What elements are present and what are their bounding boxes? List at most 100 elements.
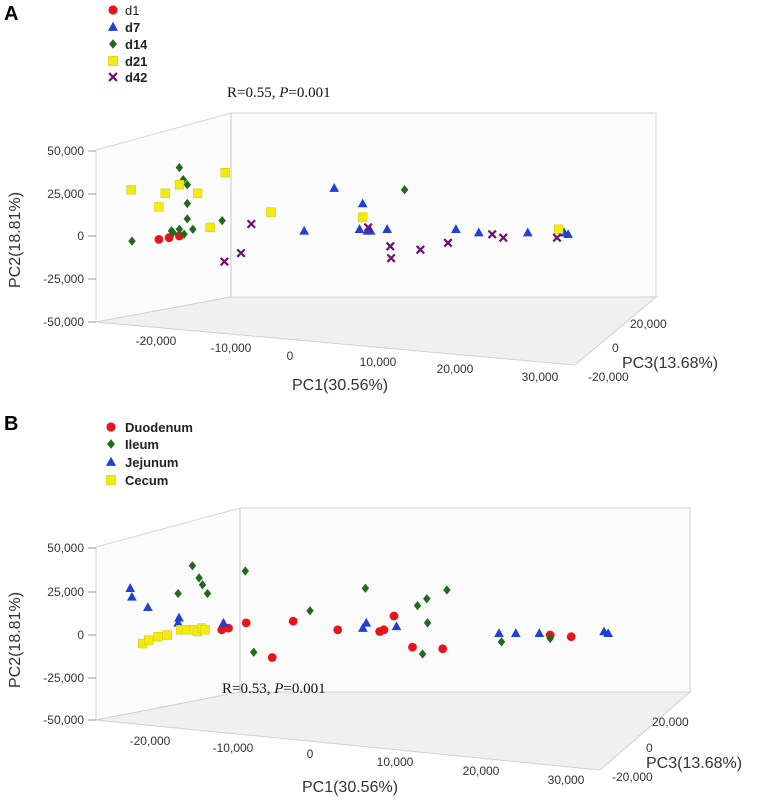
point-a-d42-8 — [487, 229, 497, 239]
point-a-d42-10 — [552, 233, 562, 243]
point-b-cecum-3 — [162, 630, 172, 640]
legend-marker-a-d1 — [108, 5, 118, 15]
y-axis-label-b: PC2(18.81%) — [7, 592, 24, 688]
xtick-a-0: -20,000 — [136, 334, 177, 348]
legend-marker-b-duodenum — [106, 422, 116, 432]
legend-item-a-3: d21 — [108, 54, 147, 69]
point-b-ileum-8 — [361, 583, 370, 593]
point-a-d7-0 — [329, 183, 340, 192]
point-b-ileum-1 — [195, 573, 203, 583]
legend-label-a-4: d42 — [125, 70, 147, 85]
legend-item-a-2: d14 — [109, 37, 148, 52]
point-b-ileum-0 — [188, 561, 197, 571]
legend-item-a-1: d7 — [107, 20, 140, 35]
floor-b — [95, 691, 692, 771]
point-a-d21-4 — [192, 188, 203, 199]
y-ticks-b: 50,000 25,000 0 -25,000 -50,000 — [43, 541, 96, 727]
point-b-jejunum-6 — [361, 617, 372, 627]
legend-item-b-3: Cecum — [106, 473, 168, 488]
point-a-d21-9 — [553, 224, 564, 234]
point-a-d7-1 — [299, 225, 310, 235]
point-a-d42-4 — [385, 241, 395, 251]
z-axis-label-a: PC3(13.68%) — [622, 355, 718, 372]
point-b-ileum-5 — [241, 566, 250, 576]
legend-marker-a-d21 — [108, 56, 118, 66]
legend-marker-a-d42 — [108, 72, 118, 82]
plot-box-a — [95, 112, 658, 366]
x-ticks-b: -20,000 -10,000 0 10,000 20,000 30,000 — [130, 734, 585, 787]
point-a-d21-3 — [174, 179, 185, 190]
xtick-b-2: 0 — [307, 747, 314, 761]
legend-label-b-0: Duodenum — [125, 420, 193, 435]
point-a-d7-8 — [473, 227, 484, 237]
xtick-a-4: 20,000 — [437, 362, 474, 376]
point-a-d21-1 — [154, 202, 164, 212]
back-walls-a — [95, 112, 657, 323]
legend-marker-b-ileum — [107, 439, 115, 449]
legend-label-b-1: Ileum — [125, 437, 159, 452]
point-a-d7-3 — [354, 224, 365, 233]
point-b-jejunum-7 — [358, 623, 368, 632]
legend-item-b-2: Jejunum — [105, 455, 178, 470]
point-a-d42-6 — [415, 245, 425, 255]
x-axis-label-a: PC1(30.56%) — [292, 377, 388, 394]
xtick-b-1: -10,000 — [213, 741, 254, 755]
point-b-cecum-9 — [200, 625, 210, 635]
legend-marker-b-jejunum — [105, 456, 117, 466]
point-a-d42-5 — [386, 253, 396, 263]
point-b-ileum-3 — [203, 588, 212, 599]
ytick-a-4: -50,000 — [43, 315, 84, 329]
point-b-ileum-7 — [306, 606, 314, 616]
xtick-a-3: 10,000 — [360, 355, 397, 369]
point-a-d21-7 — [266, 207, 276, 217]
legend-item-b-0: Duodenum — [106, 420, 193, 435]
point-a-d7-5 — [382, 224, 393, 233]
y-axis-label-a: PC2(18.81%) — [7, 192, 24, 288]
point-b-ileum-2 — [198, 580, 207, 590]
point-a-d1-1 — [164, 233, 174, 243]
point-a-d21-5 — [205, 222, 215, 233]
point-b-jejunum-2 — [143, 602, 153, 612]
legend-item-b-1: Ileum — [107, 437, 159, 452]
legend-label-a-2: d14 — [125, 37, 148, 52]
point-b-jejunum-3 — [174, 612, 184, 622]
z-ticks-b: 20,000 0 -20,000 — [612, 715, 689, 784]
point-a-d14-1 — [175, 162, 184, 173]
z-ticks-a: 20,000 0 -20,000 — [588, 317, 667, 384]
ztick-b-1: 0 — [646, 741, 653, 755]
point-a-d14-3 — [183, 180, 192, 190]
point-a-d14-7 — [189, 224, 197, 234]
stat-annotation-b: R=0.53, P=0.001 — [222, 681, 326, 697]
point-a-d42-2 — [246, 219, 256, 229]
ytick-a-0: 50,000 — [47, 144, 84, 158]
ytick-b-0: 50,000 — [47, 541, 84, 555]
point-a-d14-12 — [400, 185, 409, 195]
point-b-cecum-2 — [153, 632, 163, 642]
panel-a: A d1 d7 d14 d21 d42 R=0.55, P=0.001 50,0… — [4, 3, 718, 394]
x-axis-label-b: PC1(30.56%) — [302, 779, 398, 796]
legend-label-b-3: Cecum — [125, 473, 168, 488]
xtick-a-5: 30,000 — [522, 370, 559, 384]
point-a-d7-7 — [451, 224, 461, 233]
point-a-d14-4 — [183, 198, 192, 209]
point-b-duodenum-9 — [408, 642, 417, 652]
point-a-d14-5 — [183, 214, 192, 224]
point-b-jejunum-0 — [125, 583, 136, 593]
xtick-b-0: -20,000 — [130, 734, 171, 748]
point-a-d14-9 — [169, 227, 177, 238]
floor-a — [95, 296, 658, 366]
point-a-d42-7 — [443, 238, 453, 248]
panel-b: B Duodenum Ileum Jejunum Cecum 50,000 25… — [4, 413, 742, 796]
legend-item-a-4: d42 — [108, 70, 147, 85]
ytick-b-4: -50,000 — [43, 713, 84, 727]
point-b-duodenum-2 — [241, 618, 251, 628]
legend-b: Duodenum Ileum Jejunum Cecum — [105, 420, 193, 488]
point-b-jejunum-11 — [534, 628, 545, 638]
panel-label-b: B — [4, 413, 18, 435]
point-b-ileum-9 — [423, 594, 431, 604]
ztick-a-0: 20,000 — [630, 317, 667, 331]
point-b-jejunum-8 — [391, 621, 402, 631]
ytick-a-1: 25,000 — [47, 187, 84, 201]
point-a-d42-9 — [498, 233, 508, 243]
